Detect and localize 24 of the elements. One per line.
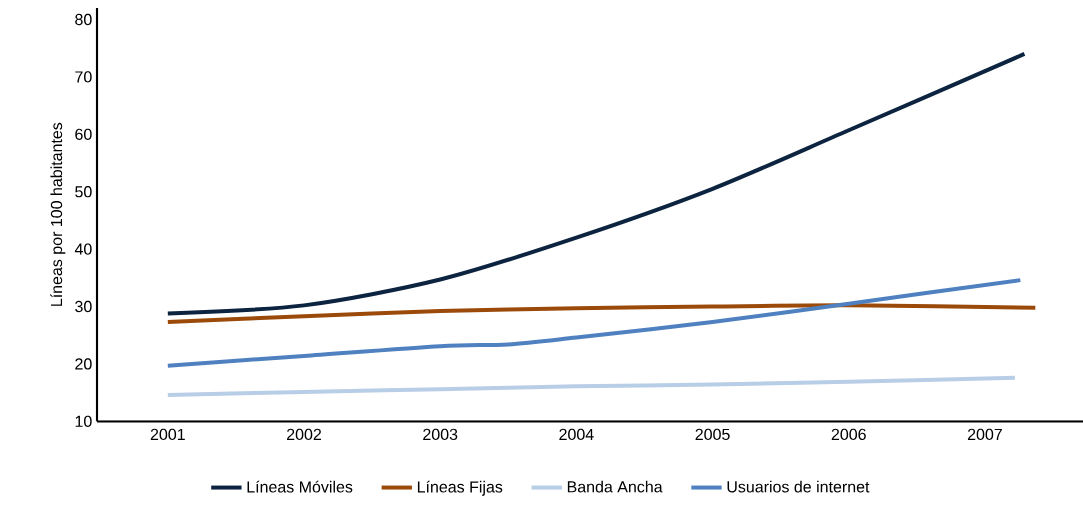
legend-label: Líneas Fijas [417, 480, 503, 496]
line-series [165, 375, 1017, 397]
legend-label: Usuarios de internet [727, 480, 870, 493]
x-tick-label: 2007 [967, 428, 1002, 440]
y-tick-label: 50 [75, 185, 92, 198]
line-series [165, 303, 1038, 324]
y-axis-title: Líneas por 100 habitantes [50, 122, 66, 306]
x-tick-label: 2004 [559, 428, 594, 440]
line-series [165, 51, 1027, 316]
x-tick-label: 2001 [150, 428, 185, 440]
y-tick-label: 30 [75, 300, 92, 313]
y-tick-label: 60 [75, 128, 92, 140]
x-tick-label: 2002 [287, 428, 321, 440]
x-tick-label: 2006 [831, 428, 866, 440]
x-tick-label: 2005 [695, 428, 730, 440]
legend-label: Banda Ancha [567, 480, 663, 493]
y-tick-label: 20 [75, 358, 92, 370]
y-tick-label: 70 [75, 71, 92, 83]
legend-label: Líneas Móviles [247, 480, 353, 493]
y-tick-label: 80 [75, 13, 92, 25]
line-series [165, 277, 1023, 368]
x-tick-label: 2003 [423, 428, 458, 440]
y-tick-label: 40 [74, 243, 92, 255]
y-tick-label: 10 [75, 415, 92, 427]
